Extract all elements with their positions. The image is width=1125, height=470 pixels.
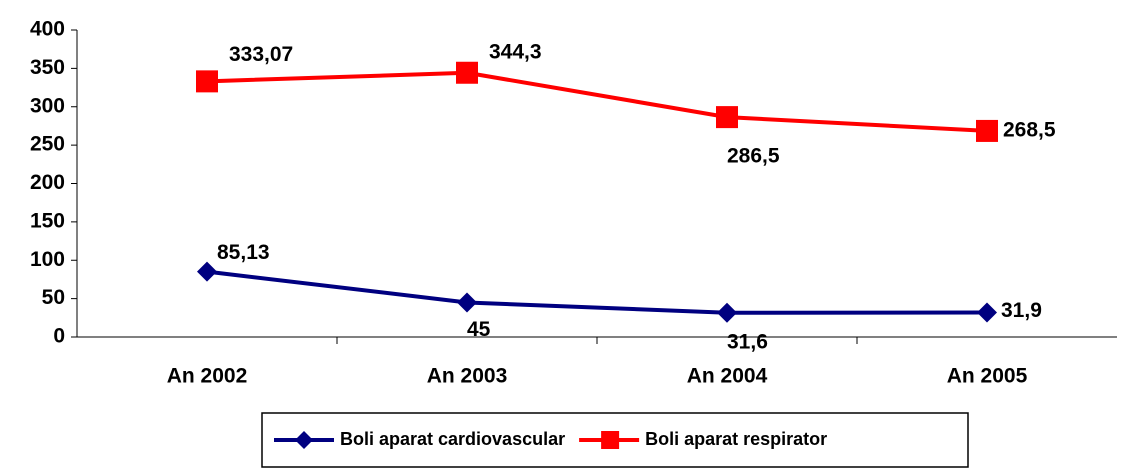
x-tick-label: An 2005 [947,365,1028,388]
y-tick-label: 350 [30,56,65,79]
square-marker [456,61,478,84]
data-label: 31,9 [1001,299,1042,322]
y-tick-label: 100 [30,248,65,271]
y-tick-label: 300 [30,94,65,117]
legend-marker [295,431,313,449]
diamond-marker [717,302,737,323]
series-line [206,269,988,315]
data-label: 286,5 [727,145,780,168]
data-label: 344,3 [489,40,542,63]
data-label: 31,6 [727,330,768,353]
x-tick-label: An 2004 [687,365,768,388]
x-tick-label: An 2003 [427,365,508,388]
square-marker [716,106,738,129]
series-line [206,70,988,133]
legend-label: Boli aparat respirator [645,429,827,449]
diamond-marker [977,302,997,323]
y-tick-label: 50 [42,286,65,309]
data-label: 85,13 [217,241,270,264]
square-marker [196,70,218,93]
data-label: 333,07 [229,43,293,66]
y-tick-label: 250 [30,133,65,156]
y-tick-label: 200 [30,171,65,194]
x-tick-label: An 2002 [167,365,248,388]
diamond-marker [457,292,477,313]
diamond-marker [197,261,217,282]
y-tick-label: 150 [30,209,65,232]
legend-marker [601,431,620,449]
y-tick-label: 0 [53,325,65,348]
data-label: 45 [467,318,491,341]
legend-label: Boli aparat cardiovascular [340,429,565,449]
data-label: 268,5 [1003,118,1056,141]
square-marker [976,119,998,142]
y-tick-label: 400 [30,18,65,41]
